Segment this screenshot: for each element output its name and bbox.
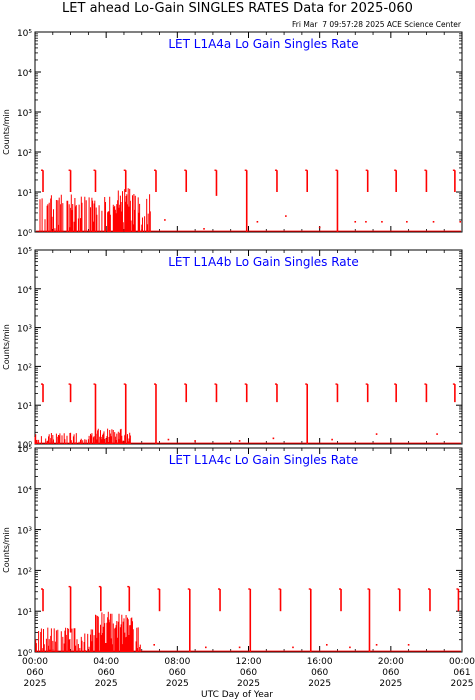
x-tick-time: 16:00 [307,657,333,667]
plot-frame-2 [34,249,463,445]
data-point [256,220,259,223]
plot-frame-3 [34,447,463,653]
data-point [354,220,357,223]
data-point [153,644,156,646]
y-axis-label-3: Counts/min [2,527,11,573]
y-tick-label: 10⁰ [17,649,32,659]
y-tick-label: 10² [17,363,32,373]
data-point [272,437,275,440]
data-point [381,220,383,223]
data-point [349,646,351,649]
noise-trace [35,611,141,652]
x-tick-time: 12:00 [236,657,262,667]
data-point [406,220,408,223]
data-point [459,220,462,223]
y-tick-label: 10² [17,149,32,159]
x-tick-day: 060 [240,668,257,678]
x-tick-year: 2025 [451,679,474,689]
x-axis-label: UTC Day of Year [201,690,273,700]
x-tick-year: 2025 [237,679,260,689]
x-tick-day: 060 [98,668,115,678]
y-tick-label: 10⁴ [17,69,32,79]
panel-title-2: LET L1A4b Lo Gain Singles Rate [168,255,359,269]
page-title: LET ahead Lo-Gain SINGLES RATES Data for… [62,1,413,16]
data-point [375,433,378,435]
x-tick-day: 061 [453,668,470,678]
noise-trace [39,188,151,232]
x-tick-year: 2025 [379,679,402,689]
y-tick-label: 10⁵ [17,247,32,257]
y-tick-label: 10² [17,567,32,577]
data-point [318,226,321,229]
y-axis-label-1: Counts/min [2,109,11,155]
y-tick-label: 10⁴ [17,286,32,296]
data-point [205,646,207,649]
x-tick-day: 060 [26,668,43,678]
x-tick-year: 2025 [166,679,189,689]
data-point [375,644,378,646]
x-tick-time: 00:00 [449,657,475,667]
data-point [407,644,410,646]
x-tick-time: 00:00 [22,657,48,667]
y-tick-label: 10⁰ [17,441,32,451]
x-tick-year: 2025 [95,679,118,689]
y-axis-label-2: Counts/min [2,324,11,370]
data-point [365,220,367,223]
x-tick-day: 060 [169,668,186,678]
x-tick-year: 2025 [308,679,331,689]
y-tick-label: 10⁴ [17,486,32,496]
y-tick-label: 10⁰ [17,229,32,239]
y-tick-label: 10¹ [17,189,32,199]
y-tick-label: 10⁵ [17,445,32,455]
x-tick-day: 060 [382,668,399,678]
data-point [432,220,435,223]
x-tick-time: 08:00 [164,657,190,667]
plot-frame-1 [34,31,463,233]
data-point [292,646,294,649]
data-point [203,228,205,230]
y-tick-label: 10³ [17,325,32,335]
y-tick-label: 10³ [17,109,32,119]
data-point [436,433,438,435]
noise-trace [34,428,131,444]
data-point [238,440,241,442]
y-tick-label: 10¹ [17,402,32,412]
data-point [167,438,170,441]
x-tick-year: 2025 [24,679,47,689]
y-tick-label: 10⁵ [17,29,32,39]
data-point [194,440,196,442]
data-point [238,646,241,649]
panel-title-3: LET L1A4c Lo Gain Singles Rate [169,453,359,467]
x-tick-day: 060 [311,668,328,678]
data-point [325,644,328,646]
timestamp: Fri Mar 7 09:57:28 2025 ACE Science Cent… [292,20,461,29]
x-tick-time: 04:00 [93,657,119,667]
data-point [164,219,166,221]
y-tick-label: 10³ [17,527,32,537]
y-tick-label: 10¹ [17,608,32,618]
panel-title-1: LET L1A4a Lo Gain Singles Rate [168,37,358,51]
data-point [331,438,333,441]
x-tick-time: 20:00 [378,657,404,667]
data-point [285,215,287,217]
